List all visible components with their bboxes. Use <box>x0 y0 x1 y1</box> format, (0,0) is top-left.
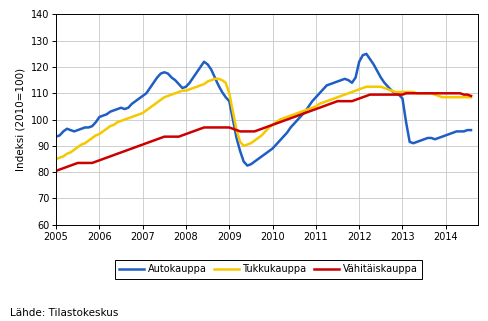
Vähitäiskauppa <box>403 91 409 95</box>
Tukkukauppa <box>439 95 445 99</box>
Tukkukauppa <box>468 95 474 99</box>
Autokauppa <box>194 70 200 74</box>
Autokauppa <box>309 99 315 103</box>
Tukkukauppa <box>53 157 59 161</box>
Autokauppa <box>53 135 59 139</box>
Line: Autokauppa: Autokauppa <box>56 54 471 166</box>
Autokauppa <box>335 80 341 83</box>
Vähitäiskauppa <box>331 100 337 104</box>
Tukkukauppa <box>392 90 398 94</box>
Autokauppa <box>244 164 250 168</box>
Vähitäiskauppa <box>389 93 395 97</box>
Legend: Autokauppa, Tukkukauppa, Vähitäiskauppa: Autokauppa, Tukkukauppa, Vähitäiskauppa <box>115 259 422 279</box>
Vähitäiskauppa <box>194 128 200 132</box>
Tukkukauppa <box>335 95 341 99</box>
Tukkukauppa <box>403 90 409 94</box>
Tukkukauppa <box>212 77 218 81</box>
Vähitäiskauppa <box>439 91 445 95</box>
Vähitäiskauppa <box>400 93 406 97</box>
Autokauppa <box>396 93 402 97</box>
Y-axis label: Indeksi (2010=100): Indeksi (2010=100) <box>15 68 25 171</box>
Line: Vähitäiskauppa: Vähitäiskauppa <box>56 93 471 171</box>
Autokauppa <box>443 134 448 137</box>
Vähitäiskauppa <box>306 110 312 114</box>
Vähitäiskauppa <box>468 94 474 98</box>
Line: Tukkukauppa: Tukkukauppa <box>56 79 471 159</box>
Tukkukauppa <box>194 85 200 89</box>
Text: Lähde: Tilastokeskus: Lähde: Tilastokeskus <box>10 308 118 318</box>
Vähitäiskauppa <box>53 169 59 173</box>
Autokauppa <box>364 52 369 56</box>
Tukkukauppa <box>309 106 315 110</box>
Autokauppa <box>407 140 413 144</box>
Autokauppa <box>468 128 474 132</box>
